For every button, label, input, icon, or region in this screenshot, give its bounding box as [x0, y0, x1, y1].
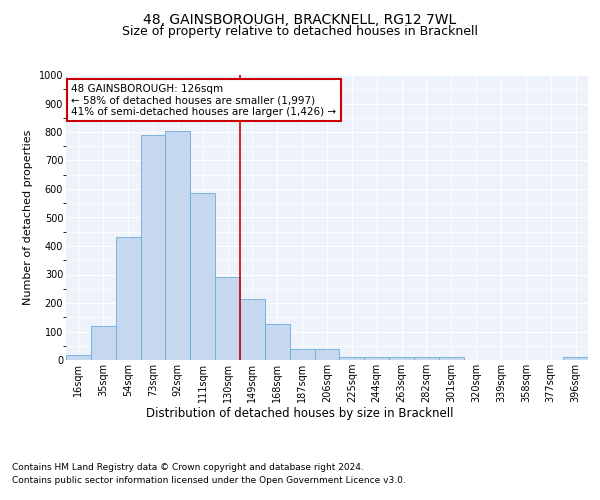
- Bar: [265, 324, 290, 360]
- Y-axis label: Number of detached properties: Number of detached properties: [23, 130, 33, 305]
- Bar: [314, 348, 340, 360]
- Text: 48 GAINSBOROUGH: 126sqm
← 58% of detached houses are smaller (1,997)
41% of semi: 48 GAINSBOROUGH: 126sqm ← 58% of detache…: [71, 84, 337, 116]
- Bar: [389, 357, 414, 360]
- Text: 48, GAINSBOROUGH, BRACKNELL, RG12 7WL: 48, GAINSBOROUGH, BRACKNELL, RG12 7WL: [143, 12, 457, 26]
- Bar: [215, 278, 240, 360]
- Bar: [340, 356, 364, 360]
- Bar: [439, 357, 464, 360]
- Text: Size of property relative to detached houses in Bracknell: Size of property relative to detached ho…: [122, 25, 478, 38]
- Bar: [290, 348, 314, 360]
- Bar: [140, 135, 166, 360]
- Bar: [116, 238, 140, 360]
- Bar: [563, 357, 588, 360]
- Text: Contains public sector information licensed under the Open Government Licence v3: Contains public sector information licen…: [12, 476, 406, 485]
- Bar: [166, 130, 190, 360]
- Bar: [190, 194, 215, 360]
- Bar: [66, 355, 91, 360]
- Bar: [91, 326, 116, 360]
- Bar: [364, 356, 389, 360]
- Text: Distribution of detached houses by size in Bracknell: Distribution of detached houses by size …: [146, 408, 454, 420]
- Bar: [240, 298, 265, 360]
- Bar: [414, 357, 439, 360]
- Text: Contains HM Land Registry data © Crown copyright and database right 2024.: Contains HM Land Registry data © Crown c…: [12, 462, 364, 471]
